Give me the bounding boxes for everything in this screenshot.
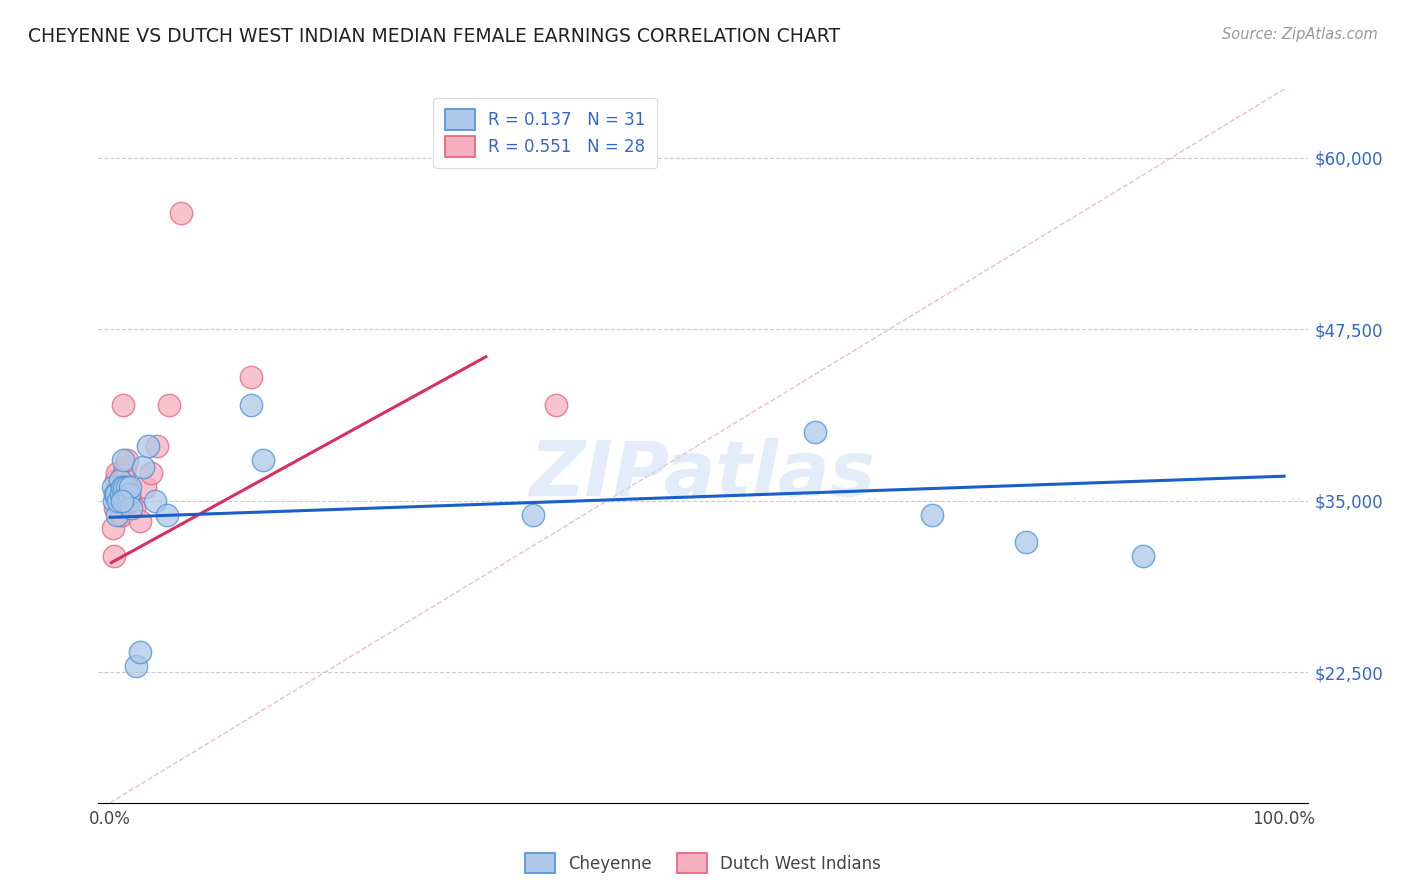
Point [132,459,155,474]
Point [134,480,156,494]
Text: ZIPatlas: ZIPatlas [530,438,876,511]
Point [114,459,136,474]
Point [155,508,177,522]
Text: CHEYENNE VS DUTCH WEST INDIAN MEDIAN FEMALE EARNINGS CORRELATION CHART: CHEYENNE VS DUTCH WEST INDIAN MEDIAN FEM… [28,27,841,45]
Point [105,467,128,481]
Point [522,508,544,522]
Text: Source: ZipAtlas.com: Source: ZipAtlas.com [1222,27,1378,42]
Point [128,645,150,659]
Point [111,480,134,494]
Point [921,508,943,522]
Point [103,549,125,563]
Legend: Cheyenne, Dutch West Indians: Cheyenne, Dutch West Indians [519,847,887,880]
Point [107,494,129,508]
Point [105,487,128,501]
Point [111,494,134,508]
Point [169,205,191,219]
Point [112,452,135,467]
Point [120,500,142,515]
Point [120,494,142,508]
Point [240,370,263,384]
Point [115,452,138,467]
Point [1015,535,1038,549]
Point [146,439,169,453]
Point [105,473,128,487]
Point [103,494,125,508]
Point [112,467,135,481]
Point [110,487,132,501]
Point [107,480,129,494]
Point [122,500,145,515]
Point [110,508,132,522]
Point [108,494,131,508]
Point [112,480,135,494]
Point [128,515,150,529]
Point [252,452,274,467]
Point [141,467,163,481]
Point [101,480,124,494]
Point [157,398,180,412]
Point [120,480,142,494]
Point [114,494,136,508]
Point [1132,549,1154,563]
Point [118,487,141,501]
Point [104,500,127,515]
Point [101,521,124,535]
Point [136,439,159,453]
Point [118,487,141,501]
Point [117,480,139,494]
Point [115,480,138,494]
Point [112,398,135,412]
Point [105,508,128,522]
Point [803,425,825,440]
Point [111,508,134,522]
Point [240,398,263,412]
Point [143,494,166,508]
Point [546,398,568,412]
Point [104,487,127,501]
Point [117,494,139,508]
Point [125,658,148,673]
Point [108,473,131,487]
